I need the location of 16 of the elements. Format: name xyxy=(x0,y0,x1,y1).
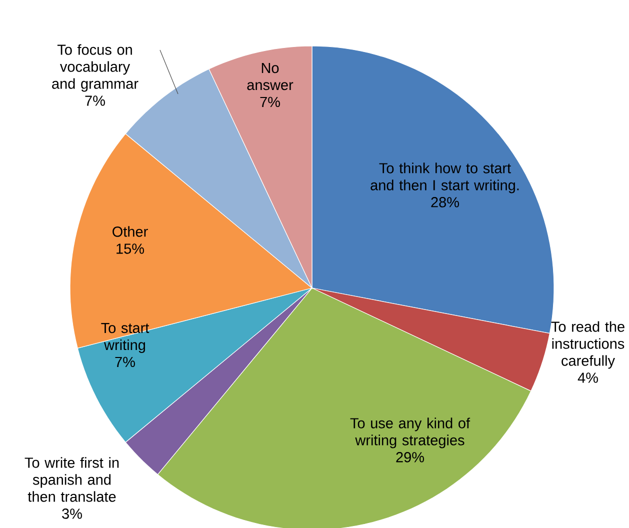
data-label: 7% xyxy=(85,96,105,106)
slice-label: Other xyxy=(112,226,148,237)
data-label: 7% xyxy=(115,356,135,368)
slice-label: To use any kind of writing strategies xyxy=(350,418,470,448)
data-label: 29% xyxy=(396,452,424,462)
slice-label: To think how to start and then I start writing. xyxy=(370,162,519,194)
slice-label: No answer xyxy=(247,62,294,90)
slice-label: To write first in spanish and then translate xyxy=(24,457,119,502)
slice-label: To start writing xyxy=(101,322,150,353)
data-label: 7% xyxy=(260,96,280,108)
data-label: 4% xyxy=(578,372,598,383)
slice-label: To focus on vocabulary and grammar xyxy=(52,44,138,92)
data-label: 28% xyxy=(431,197,460,208)
slice-label: To read the instructions carefully xyxy=(551,321,624,369)
data-label: 3% xyxy=(62,508,82,519)
data-label: 15% xyxy=(116,244,144,254)
